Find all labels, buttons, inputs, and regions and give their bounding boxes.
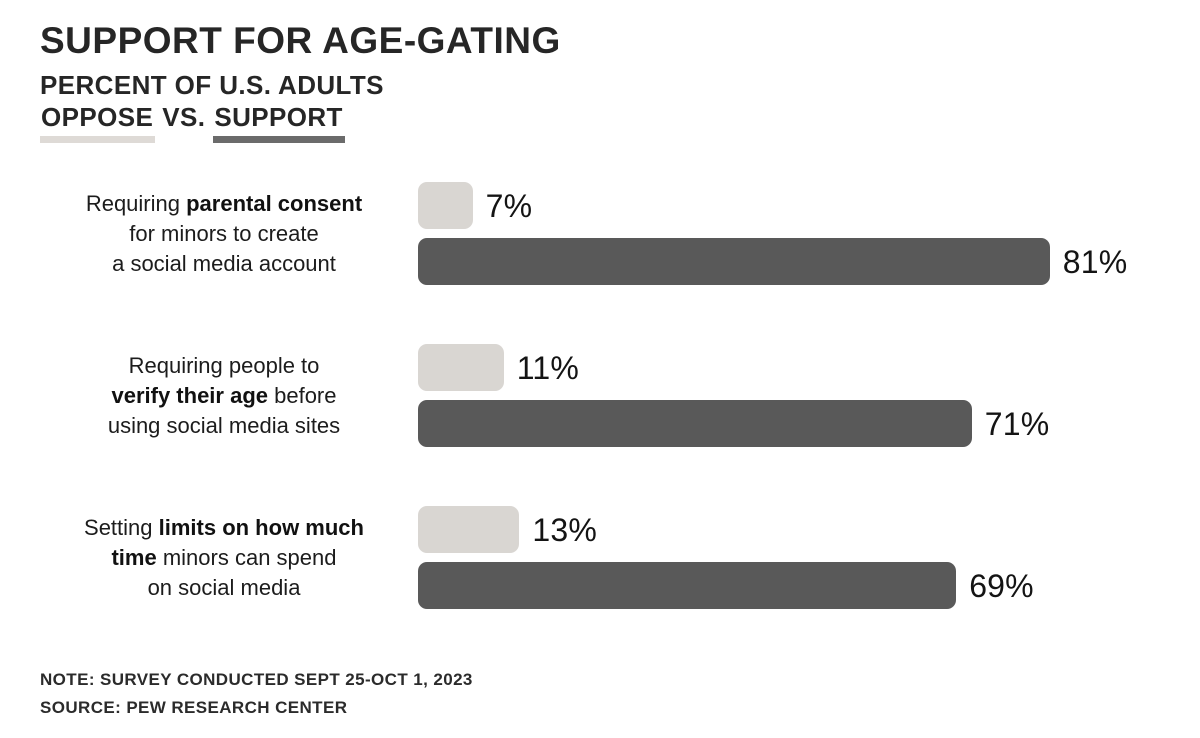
bar-group: Requiring parental consent for minors to … [40,182,1170,285]
category-label-line: a social media account [112,250,336,276]
chart-notes: NOTE: SURVEY CONDUCTED SEPT 25-OCT 1, 20… [40,666,473,722]
category-label-line: time minors can spend [111,544,337,570]
support-value-label: 71% [984,405,1050,442]
category-label-line: using social media sites [107,412,341,438]
legend-support-label: SUPPORT [213,102,345,143]
note-text: NOTE: SURVEY CONDUCTED SEPT 25-OCT 1, 20… [40,670,473,689]
support-bar-row: 69% [418,562,1170,609]
source-text: SOURCE: PEW RESEARCH CENTER [40,698,348,717]
category-label-line: Requiring parental consent [85,190,363,216]
oppose-bar [418,344,504,391]
chart-subtitle: PERCENT OF U.S. ADULTS [40,70,384,100]
oppose-bar-row: 13% [418,506,1170,553]
category-label-line: Setting limits on how much [84,514,364,540]
legend-line: OPPOSE VS. SUPPORT [40,102,345,143]
category-label-line: for minors to create [129,220,319,246]
support-value-label: 69% [969,567,1034,604]
oppose-value-label: 13% [532,511,598,548]
oppose-bar-row: 7% [418,182,1170,229]
support-bar-row: 81% [418,238,1170,285]
bar-pair: 7% 81% [418,182,1170,285]
oppose-bar [418,506,520,553]
category-label-line: Requiring people to [128,352,320,378]
category-label: Setting limits on how much time minors ca… [40,506,408,609]
legend-oppose-label: OPPOSE [40,102,156,143]
support-value-label: 81% [1062,243,1128,280]
bar-group: Setting limits on how much time minors ca… [40,506,1170,609]
support-bar [418,562,957,609]
category-label: Requiring parental consent for minors to … [40,182,408,285]
category-label-line: on social media [147,574,301,600]
oppose-bar-row: 11% [418,344,1170,391]
bar-group: Requiring people to verify their age befo… [40,344,1170,447]
bar-pair: 11% 71% [418,344,1170,447]
category-label-line: verify their age before [111,382,337,408]
bar-pair: 13% 69% [418,506,1170,609]
oppose-bar [418,182,473,229]
support-bar [418,400,972,447]
chart-title: SUPPORT FOR AGE-GATING [40,20,561,61]
category-label: Requiring people to verify their age befo… [40,344,408,447]
support-bar-row: 71% [418,400,1170,447]
oppose-value-label: 7% [485,187,533,224]
oppose-value-label: 11% [516,349,580,386]
legend-vs-label: VS. [162,102,206,132]
bar-chart: Requiring parental consent for minors to … [40,182,1170,668]
support-bar [418,238,1050,285]
